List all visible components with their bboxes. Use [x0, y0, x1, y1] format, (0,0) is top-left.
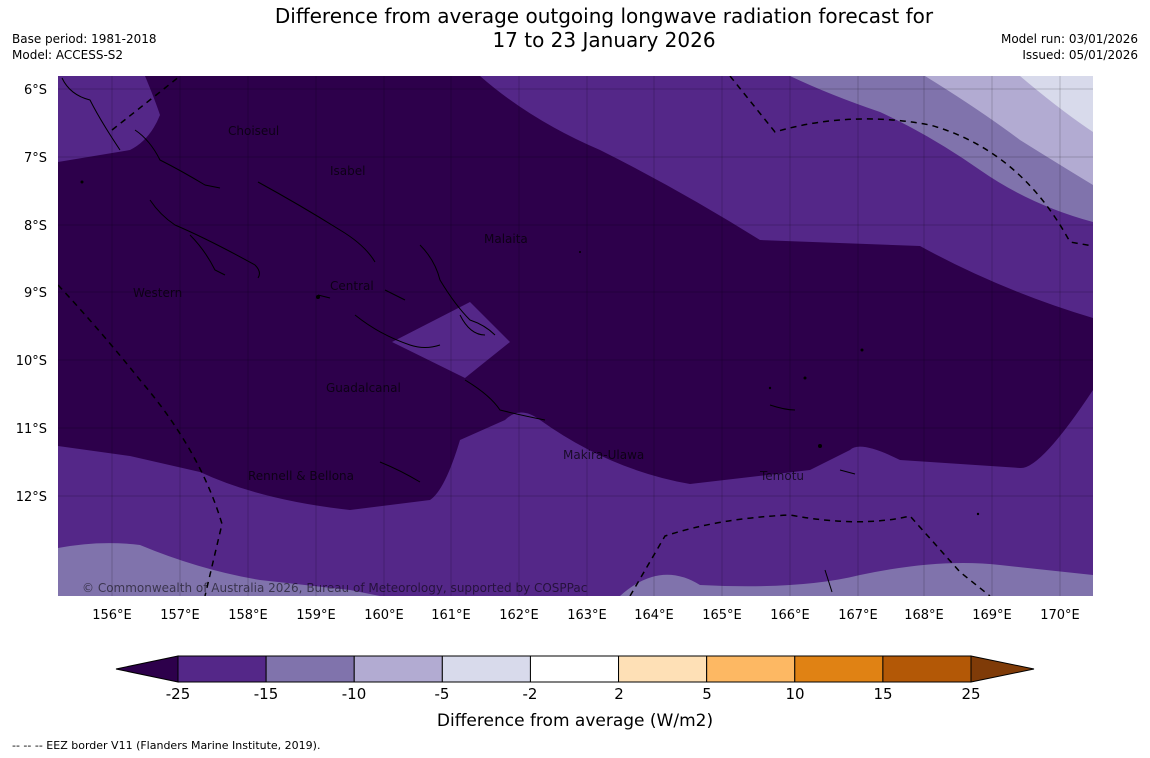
colorbar-tick: 10	[785, 685, 804, 703]
colorbar-label: Difference from average (W/m2)	[437, 711, 713, 731]
colorbar-segment	[794, 655, 884, 683]
title-line-2: 17 to 23 January 2026	[492, 28, 716, 52]
base-period: Base period: 1981-2018	[12, 32, 157, 46]
region-label-temotu: Temotu	[759, 469, 804, 483]
lon-tick: 169°E	[972, 608, 1012, 623]
region-label-isabel: Isabel	[330, 164, 365, 178]
anomaly-band-se	[620, 562, 1093, 596]
anomaly-band-core	[58, 76, 1093, 510]
title-line-1: Difference from average outgoing longwav…	[274, 4, 934, 28]
anomaly-pocket-guadalcanal	[392, 302, 510, 378]
chart-title: Difference from average outgoing longwav…	[0, 4, 1150, 52]
gridlines	[58, 76, 1093, 596]
lon-tick: 170°E	[1040, 608, 1080, 623]
model-name: Model: ACCESS-S2	[12, 48, 124, 62]
lon-tick: 156°E	[92, 608, 132, 623]
issued-date: Issued: 05/01/2026	[1022, 48, 1138, 62]
meta-right: Model run: 03/01/2026 Issued: 05/01/2026	[1001, 31, 1138, 63]
lat-tick: 6°S	[24, 83, 47, 98]
lat-tick: 9°S	[24, 286, 47, 301]
model-run: Model run: 03/01/2026	[1000, 32, 1138, 46]
lon-tick: 164°E	[634, 608, 674, 623]
colorbar-segment	[529, 655, 620, 683]
lon-ticks: 156°E 157°E 158°E 159°E 160°E 161°E 162°…	[92, 608, 1080, 623]
colorbar-extend-high	[970, 655, 1035, 683]
colorbar-segment	[618, 655, 708, 683]
lat-ticks: 6°S 7°S 8°S 9°S 10°S 11°S 12°S	[16, 83, 47, 505]
region-label-rennell-bellona: Rennell & Bellona	[248, 469, 354, 483]
anomaly-band-ne-2	[925, 76, 1093, 185]
lon-tick: 165°E	[702, 608, 742, 623]
region-labels: Choiseul Isabel Malaita Western Central …	[133, 124, 804, 483]
colorbar-segment	[177, 655, 267, 683]
lon-tick: 168°E	[904, 608, 944, 623]
eez-borders	[58, 76, 1093, 596]
anomaly-band-ne-3	[1020, 76, 1093, 132]
colorbar-segment	[441, 655, 531, 683]
lon-tick: 163°E	[567, 608, 607, 623]
lon-tick: 158°E	[228, 608, 268, 623]
colorbar-tick: -5	[435, 685, 450, 703]
colorbar-segment	[265, 655, 355, 683]
colorbar-segment	[706, 655, 796, 683]
map-area: Choiseul Isabel Malaita Western Central …	[58, 76, 1093, 596]
colorbar-tick: 25	[961, 685, 980, 703]
meta-left: Base period: 1981-2018 Model: ACCESS-S2	[12, 31, 157, 63]
colorbar-tick: 2	[614, 685, 624, 703]
colorbar	[115, 655, 1035, 683]
region-label-choiseul: Choiseul	[228, 124, 279, 138]
lat-tick: 11°S	[16, 422, 47, 437]
region-label-guadalcanal: Guadalcanal	[326, 381, 401, 395]
eez-legend-note: -- -- -- EEZ border V11 (Flanders Marine…	[12, 739, 321, 752]
lon-tick: 160°E	[364, 608, 404, 623]
colorbar-segment	[882, 655, 972, 683]
colorbar-segment	[353, 655, 443, 683]
lat-tick: 12°S	[16, 490, 47, 505]
lon-tick: 167°E	[838, 608, 878, 623]
colorbar-ticks: -25 -15 -10 -5 -2 2 5 10 15 25	[166, 685, 981, 703]
colorbar-tick: 15	[873, 685, 892, 703]
anomaly-band-sw	[58, 543, 380, 596]
colorbar-tick: -2	[523, 685, 538, 703]
colorbar-tick: -15	[254, 685, 279, 703]
colorbar-tick: 5	[702, 685, 712, 703]
colorbar-tick: -10	[342, 685, 367, 703]
copyright-notice: © Commonwealth of Australia 2026, Bureau…	[82, 581, 587, 595]
lat-tick: 7°S	[24, 151, 47, 166]
region-label-central: Central	[330, 279, 374, 293]
lon-tick: 161°E	[431, 608, 471, 623]
region-label-malaita: Malaita	[484, 232, 528, 246]
lon-tick: 166°E	[770, 608, 810, 623]
lon-tick: 157°E	[160, 608, 200, 623]
small-islets	[80, 180, 980, 516]
region-label-makira-ulawa: Makira-Ulawa	[563, 448, 644, 462]
colorbar-tick: -25	[166, 685, 191, 703]
lat-tick: 8°S	[24, 219, 47, 234]
lon-tick: 159°E	[296, 608, 336, 623]
islands	[61, 77, 856, 593]
region-label-western: Western	[133, 286, 182, 300]
lat-tick: 10°S	[16, 354, 47, 369]
colorbar-extend-low	[115, 655, 179, 683]
lon-tick: 162°E	[499, 608, 539, 623]
